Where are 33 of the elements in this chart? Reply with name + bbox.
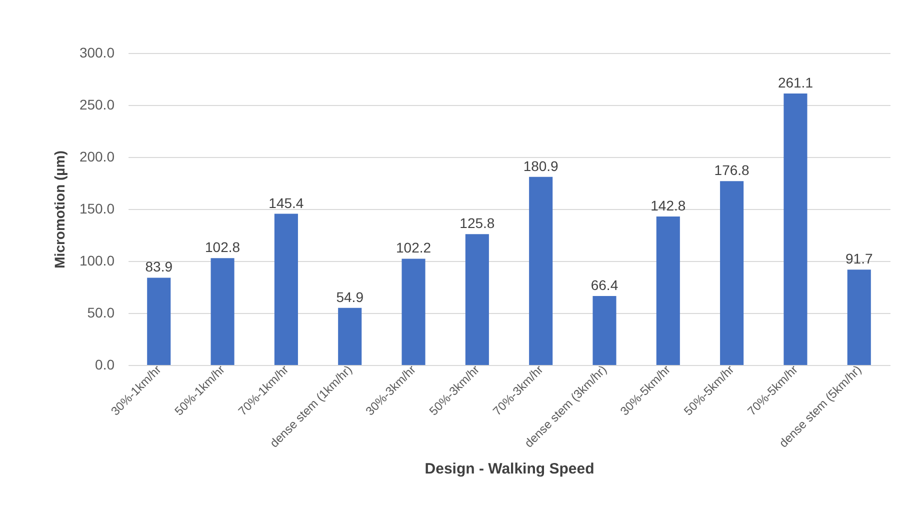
data-label: 176.8 — [714, 162, 750, 178]
y-tick-label: 100.0 — [79, 252, 115, 268]
bar — [338, 308, 362, 365]
data-label: 66.4 — [590, 276, 618, 293]
data-label: 142.8 — [650, 197, 686, 214]
data-label: 261.1 — [778, 74, 814, 90]
data-label: 145.4 — [268, 194, 304, 211]
bar — [656, 216, 680, 365]
y-tick-label: 200.0 — [79, 148, 115, 164]
data-label: 83.9 — [145, 258, 173, 275]
bar — [210, 258, 234, 365]
y-tick-label: 0.0 — [95, 356, 115, 372]
bar — [529, 176, 553, 365]
bar — [147, 278, 171, 365]
data-label: 54.9 — [336, 288, 364, 305]
data-label: 125.8 — [460, 215, 495, 232]
bar — [465, 234, 489, 365]
y-axis-title: Micromotion (µm) — [51, 150, 68, 268]
y-tick-label: 50.0 — [87, 304, 115, 320]
bar — [847, 270, 871, 365]
bar — [274, 214, 298, 365]
y-tick-label: 300.0 — [79, 44, 115, 60]
bar — [592, 296, 616, 365]
bar — [402, 258, 426, 365]
y-tick-label: 150.0 — [79, 200, 115, 216]
y-tick-label: 250.0 — [79, 96, 115, 112]
data-label: 180.9 — [523, 158, 559, 174]
data-label: 102.8 — [205, 239, 240, 256]
x-axis-title: Design - Walking Speed — [424, 460, 594, 478]
bar — [784, 93, 808, 365]
bar — [720, 181, 744, 365]
data-label: 91.7 — [846, 250, 873, 267]
data-label: 102.2 — [396, 240, 432, 256]
